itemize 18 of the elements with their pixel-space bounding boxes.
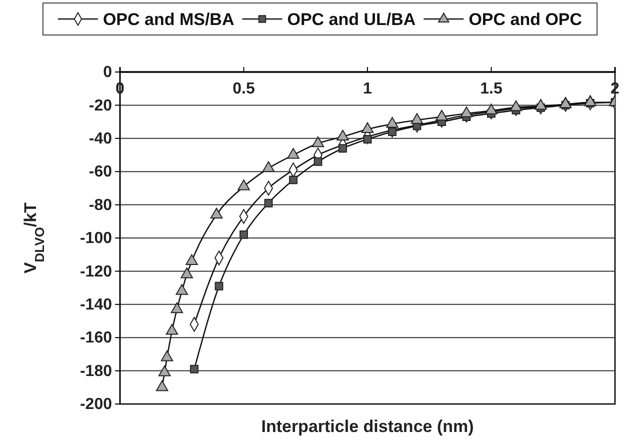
y-tick-label: -200 <box>80 396 112 414</box>
y-tick-label: -100 <box>80 230 112 248</box>
legend-label: OPC and UL/BA <box>287 10 416 29</box>
y-tick-label: -140 <box>80 296 112 314</box>
y-tick-label: -180 <box>80 362 112 380</box>
legend-label: OPC and MS/BA <box>102 10 234 29</box>
y-tick-label: -120 <box>80 263 112 280</box>
y-tick-label: -40 <box>88 130 112 148</box>
y-tick-label: 0 <box>103 64 112 82</box>
y-tick-label: -60 <box>88 164 112 181</box>
y-tick-label: -20 <box>88 97 112 114</box>
y-tick-label: -160 <box>80 330 112 347</box>
x-tick-label: 1 <box>363 80 372 98</box>
x-axis-title: Interparticle distance (nm) <box>261 417 474 436</box>
y-tick-label: -80 <box>88 196 112 214</box>
x-tick-label: 0.5 <box>232 80 255 98</box>
legend-label: OPC and OPC <box>468 10 582 29</box>
x-tick-label: 1.5 <box>480 80 502 98</box>
